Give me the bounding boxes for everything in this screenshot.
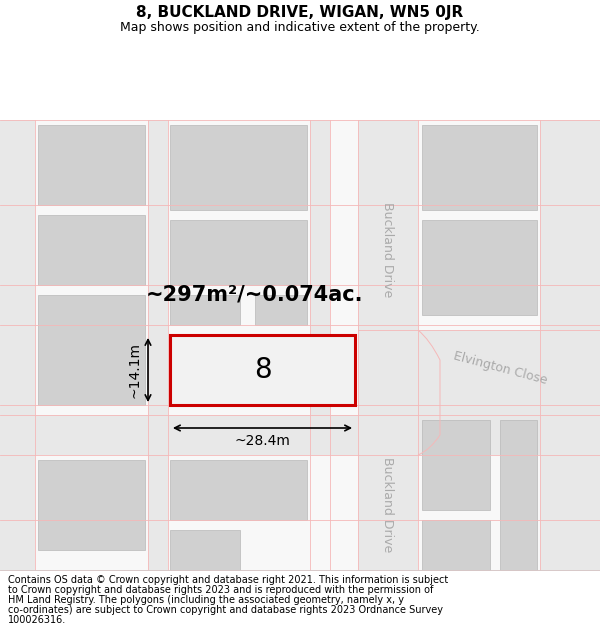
- Bar: [38, 125, 145, 205]
- Bar: [170, 460, 307, 520]
- Text: 100026316.: 100026316.: [8, 615, 66, 625]
- Bar: [170, 335, 355, 405]
- Bar: [255, 295, 307, 325]
- Text: ~297m²/~0.074ac.: ~297m²/~0.074ac.: [146, 285, 364, 305]
- Bar: [422, 125, 537, 210]
- Bar: [422, 520, 490, 570]
- Text: Elvington Close: Elvington Close: [452, 349, 548, 387]
- Bar: [310, 120, 330, 415]
- Bar: [170, 220, 307, 285]
- Bar: [540, 120, 600, 330]
- Bar: [148, 120, 168, 570]
- Text: 8: 8: [254, 356, 271, 384]
- Bar: [0, 415, 600, 455]
- Bar: [358, 455, 418, 570]
- Bar: [500, 420, 537, 570]
- Bar: [0, 120, 600, 570]
- Bar: [170, 530, 240, 570]
- Text: to Crown copyright and database rights 2023 and is reproduced with the permissio: to Crown copyright and database rights 2…: [8, 585, 433, 595]
- Bar: [422, 220, 537, 315]
- Bar: [170, 125, 307, 210]
- Bar: [170, 295, 240, 325]
- Bar: [540, 415, 600, 570]
- Text: Contains OS data © Crown copyright and database right 2021. This information is : Contains OS data © Crown copyright and d…: [8, 575, 448, 585]
- Text: HM Land Registry. The polygons (including the associated geometry, namely x, y: HM Land Registry. The polygons (includin…: [8, 595, 404, 605]
- Bar: [422, 420, 490, 510]
- Bar: [358, 330, 600, 415]
- Text: 8, BUCKLAND DRIVE, WIGAN, WN5 0JR: 8, BUCKLAND DRIVE, WIGAN, WN5 0JR: [136, 4, 464, 19]
- Text: ~14.1m: ~14.1m: [127, 342, 141, 398]
- Text: ~28.4m: ~28.4m: [235, 434, 290, 448]
- Text: co-ordinates) are subject to Crown copyright and database rights 2023 Ordnance S: co-ordinates) are subject to Crown copyr…: [8, 605, 443, 615]
- Text: Buckland Drive: Buckland Drive: [382, 202, 395, 298]
- Bar: [358, 120, 418, 415]
- Bar: [38, 460, 145, 550]
- Text: Buckland Drive: Buckland Drive: [382, 458, 395, 552]
- Bar: [38, 295, 145, 405]
- Text: Map shows position and indicative extent of the property.: Map shows position and indicative extent…: [120, 21, 480, 34]
- Bar: [38, 215, 145, 285]
- Bar: [170, 335, 307, 405]
- Bar: [0, 120, 35, 570]
